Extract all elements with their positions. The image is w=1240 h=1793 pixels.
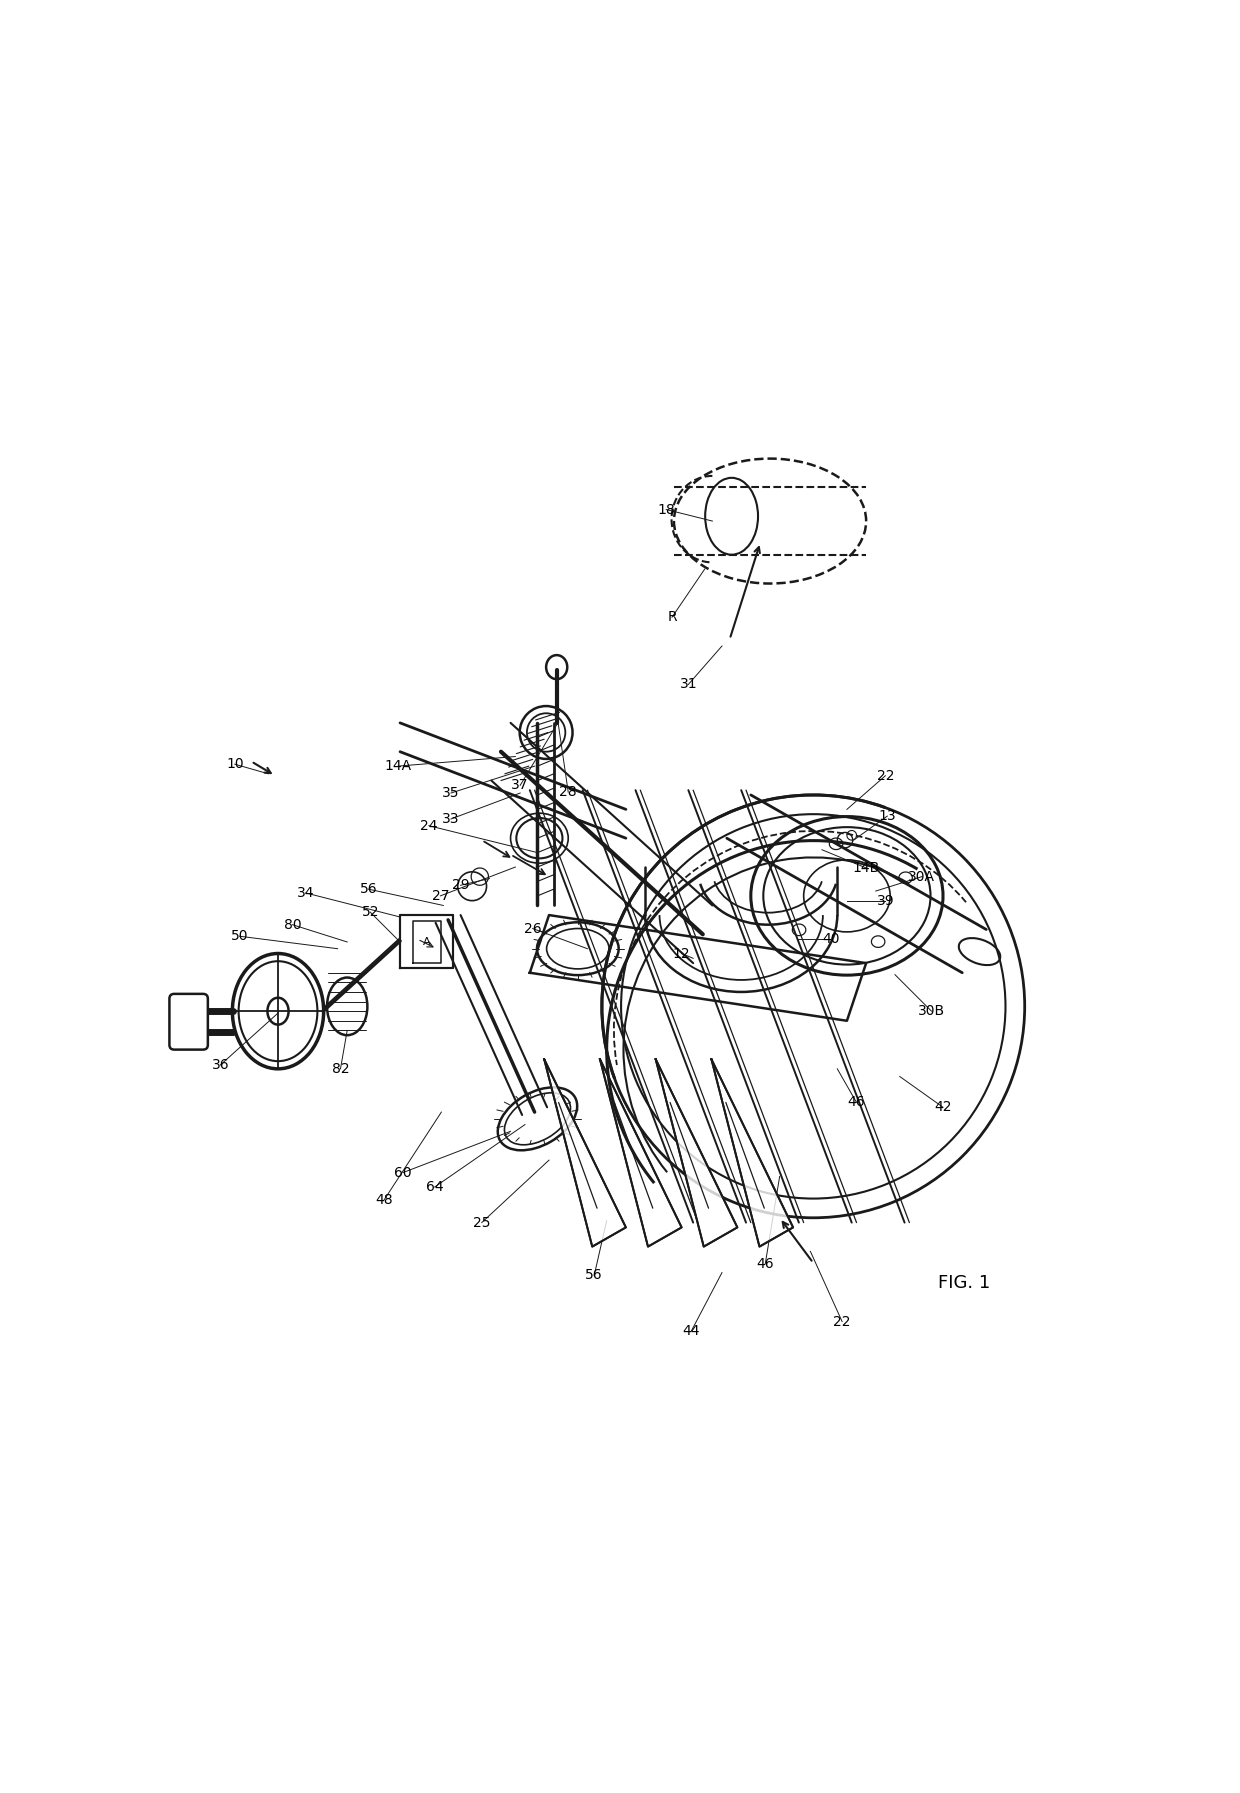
Text: 64: 64 xyxy=(425,1180,444,1194)
Text: 34: 34 xyxy=(298,886,315,900)
Text: 33: 33 xyxy=(443,812,460,827)
Text: 35: 35 xyxy=(443,785,460,800)
Text: 28: 28 xyxy=(559,785,577,800)
Text: 13: 13 xyxy=(878,809,897,823)
Text: 12: 12 xyxy=(673,947,691,961)
Text: 10: 10 xyxy=(226,757,243,771)
Text: 56: 56 xyxy=(585,1268,603,1282)
Text: 25: 25 xyxy=(472,1216,491,1230)
Text: 29: 29 xyxy=(451,879,470,893)
Text: 42: 42 xyxy=(934,1101,952,1113)
Text: 40: 40 xyxy=(822,932,839,947)
Text: 37: 37 xyxy=(511,778,529,793)
Text: 60: 60 xyxy=(394,1165,412,1180)
Text: 36: 36 xyxy=(212,1058,229,1072)
Text: 22: 22 xyxy=(833,1314,851,1329)
Text: 26: 26 xyxy=(523,922,542,936)
Text: 18: 18 xyxy=(657,502,675,516)
Polygon shape xyxy=(656,1060,738,1246)
Text: 56: 56 xyxy=(360,882,377,896)
Polygon shape xyxy=(600,1060,682,1246)
Text: R: R xyxy=(667,610,677,624)
Text: 39: 39 xyxy=(877,893,894,907)
Text: 46: 46 xyxy=(756,1257,774,1271)
Text: 24: 24 xyxy=(420,819,438,832)
FancyBboxPatch shape xyxy=(170,993,208,1049)
Text: 30B: 30B xyxy=(918,1004,945,1018)
Polygon shape xyxy=(401,914,453,968)
Text: 46: 46 xyxy=(848,1096,866,1110)
Text: FIG. 1: FIG. 1 xyxy=(937,1275,991,1293)
Text: 44: 44 xyxy=(682,1325,701,1338)
Text: 22: 22 xyxy=(877,769,894,784)
Text: 31: 31 xyxy=(680,678,697,692)
Text: 82: 82 xyxy=(331,1061,350,1076)
Text: 80: 80 xyxy=(284,918,301,932)
Text: 30A: 30A xyxy=(909,870,935,884)
Text: 14B: 14B xyxy=(853,861,879,875)
Text: A: A xyxy=(423,938,430,947)
Text: 27: 27 xyxy=(432,889,449,904)
Text: 50: 50 xyxy=(231,929,248,943)
Polygon shape xyxy=(544,1060,626,1246)
Text: 52: 52 xyxy=(362,905,379,920)
Text: 14A: 14A xyxy=(384,758,412,773)
Text: 48: 48 xyxy=(374,1194,393,1207)
Polygon shape xyxy=(712,1060,794,1246)
